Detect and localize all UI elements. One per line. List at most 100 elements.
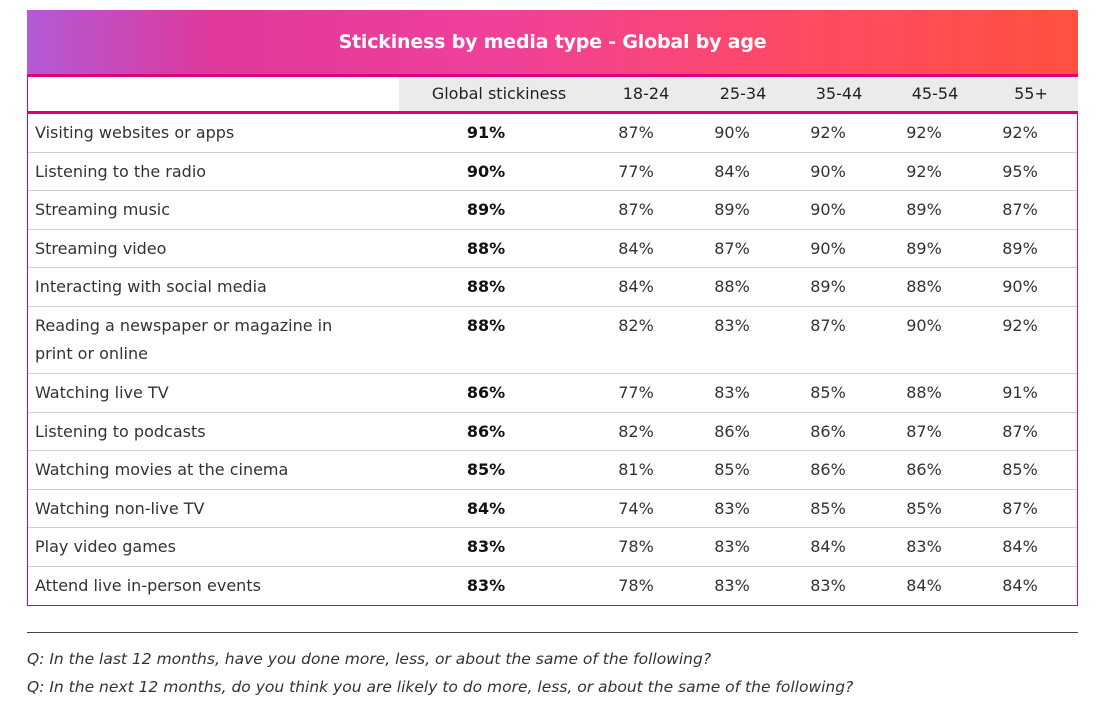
header-top-rule (27, 74, 1078, 77)
row-label: Watching live TV (35, 383, 169, 402)
table-row: Watching live TV 86% 77% 83% 85% 88% 91% (28, 374, 1077, 413)
age-group-value: 85% (906, 498, 942, 518)
age-group-value: 90% (810, 238, 846, 258)
row-label: Listening to the radio (35, 161, 207, 181)
table-frame (27, 10, 1078, 606)
footer-rule (27, 632, 1078, 633)
col-header-18-24: 18-24 (622, 84, 670, 103)
age-group-value: 87% (618, 200, 654, 220)
age-group-value: 83% (810, 576, 846, 595)
col-header-45-54: 45-54 (911, 84, 959, 103)
age-group-value: 83% (714, 498, 750, 518)
age-group-value: 95% (1002, 161, 1038, 181)
age-group-value: 78% (618, 537, 654, 557)
age-group-value: 86% (810, 421, 846, 441)
header-bottom-rule (27, 111, 1078, 114)
table-row: Streaming music 89% 87% 89% 90% 89% 87% (28, 191, 1077, 230)
age-group-value: 87% (1002, 421, 1038, 441)
age-group-value: 89% (714, 200, 750, 220)
global-stickiness-value: 90% (466, 161, 506, 181)
age-group-value: 77% (618, 161, 654, 181)
age-group-value: 91% (1002, 383, 1038, 402)
table-row: Visiting websites or apps 91% 87% 90% 92% 92%… (28, 114, 1077, 153)
global-stickiness-value: 83% (466, 576, 506, 595)
age-group-value: 90% (714, 123, 750, 142)
row-label: Watching movies at the cinema (35, 460, 289, 480)
global-stickiness-value: 88% (466, 277, 506, 297)
age-group-value: 82% (618, 421, 654, 441)
table-row: Watching movies at the cinema 85% 81% 85% 86… (28, 451, 1077, 490)
table-row: Streaming video 88% 84% 87% 90% 89% 89% (28, 230, 1077, 269)
table-title: Stickiness by media type - Global by age (338, 31, 767, 53)
row-label: Attend live in-person events (35, 576, 261, 595)
age-group-value: 83% (906, 537, 942, 557)
footnote-question-2: Q: In the next 12 months, do you think y… (27, 678, 854, 696)
age-group-value: 89% (906, 200, 942, 220)
age-group-value: 85% (810, 383, 846, 402)
age-group-value: 88% (906, 383, 942, 402)
age-group-value: 90% (810, 200, 846, 220)
global-stickiness-value: 84% (466, 498, 506, 518)
age-group-value: 92% (810, 123, 846, 142)
age-group-value: 89% (810, 277, 846, 297)
table-row: Watching non-live TV 84% 74% 83% 85% 85% 87% (28, 490, 1077, 529)
age-group-value: 81% (618, 460, 654, 480)
age-group-value: 78% (618, 576, 654, 595)
global-stickiness-value: 91% (466, 123, 506, 142)
row-label: Play video games (35, 537, 176, 557)
age-group-value: 92% (1002, 316, 1038, 335)
age-group-value: 83% (714, 537, 750, 557)
age-group-value: 83% (714, 383, 750, 402)
age-group-value: 82% (618, 316, 654, 335)
age-group-value: 85% (714, 460, 750, 480)
age-group-value: 85% (810, 498, 846, 518)
table-row: Listening to the radio 90% 77% 84% 90% 92% 95% (28, 153, 1077, 192)
age-group-value: 84% (810, 537, 846, 557)
global-stickiness-value: 85% (466, 460, 506, 480)
row-label: Streaming music (35, 200, 171, 220)
age-group-value: 84% (714, 161, 750, 181)
header-shade (399, 77, 1078, 111)
age-group-value: 87% (618, 123, 654, 142)
global-stickiness-value: 83% (466, 537, 506, 557)
table-title-banner: Stickiness by media type - Global by age (27, 10, 1078, 74)
age-group-value: 89% (906, 238, 942, 258)
age-group-value: 87% (714, 238, 750, 258)
age-group-value: 84% (1002, 537, 1038, 557)
table-row: Play video games 83% 78% 83% 84% 83% 84% (28, 528, 1077, 567)
age-group-value: 90% (1002, 277, 1038, 297)
age-group-value: 88% (714, 277, 750, 297)
col-header-global: Global stickiness (431, 84, 567, 103)
age-group-value: 77% (618, 383, 654, 402)
age-group-value: 84% (1002, 576, 1038, 595)
col-header-55plus: 55+ (1014, 84, 1048, 103)
age-group-value: 92% (1002, 123, 1038, 142)
row-label: Interacting with social media (35, 277, 267, 297)
age-group-value: 87% (1002, 200, 1038, 220)
age-group-value: 84% (618, 238, 654, 258)
age-group-value: 74% (618, 498, 654, 518)
age-group-value: 88% (906, 277, 942, 297)
footnote-question-1: Q: In the last 12 months, have you done … (27, 650, 712, 668)
age-group-value: 84% (618, 277, 654, 297)
table-header-row: Global stickiness 18-24 25-34 35-44 45-5… (27, 77, 1078, 111)
age-group-value: 87% (906, 421, 942, 441)
table-row: Reading a newspaper or magazine in print… (28, 307, 1077, 374)
age-group-value: 83% (714, 576, 750, 595)
age-group-value: 86% (906, 460, 942, 480)
global-stickiness-value: 86% (466, 421, 506, 441)
age-group-value: 84% (906, 576, 942, 595)
global-stickiness-value: 86% (466, 383, 506, 402)
age-group-value: 89% (1002, 238, 1038, 258)
age-group-value: 92% (906, 161, 942, 181)
global-stickiness-value: 88% (466, 316, 506, 335)
global-stickiness-value: 88% (466, 238, 506, 258)
table-row: Listening to podcasts 86% 82% 86% 86% 87% 87% (28, 413, 1077, 452)
age-group-value: 83% (714, 316, 750, 335)
age-group-value: 87% (1002, 498, 1038, 518)
row-label: Listening to podcasts (35, 421, 206, 441)
row-label: Visiting websites or apps (35, 123, 235, 142)
age-group-value: 86% (714, 421, 750, 441)
table-row: Attend live in-person events 83% 78% 83% 83%… (28, 567, 1077, 606)
col-header-25-34: 25-34 (719, 84, 767, 103)
